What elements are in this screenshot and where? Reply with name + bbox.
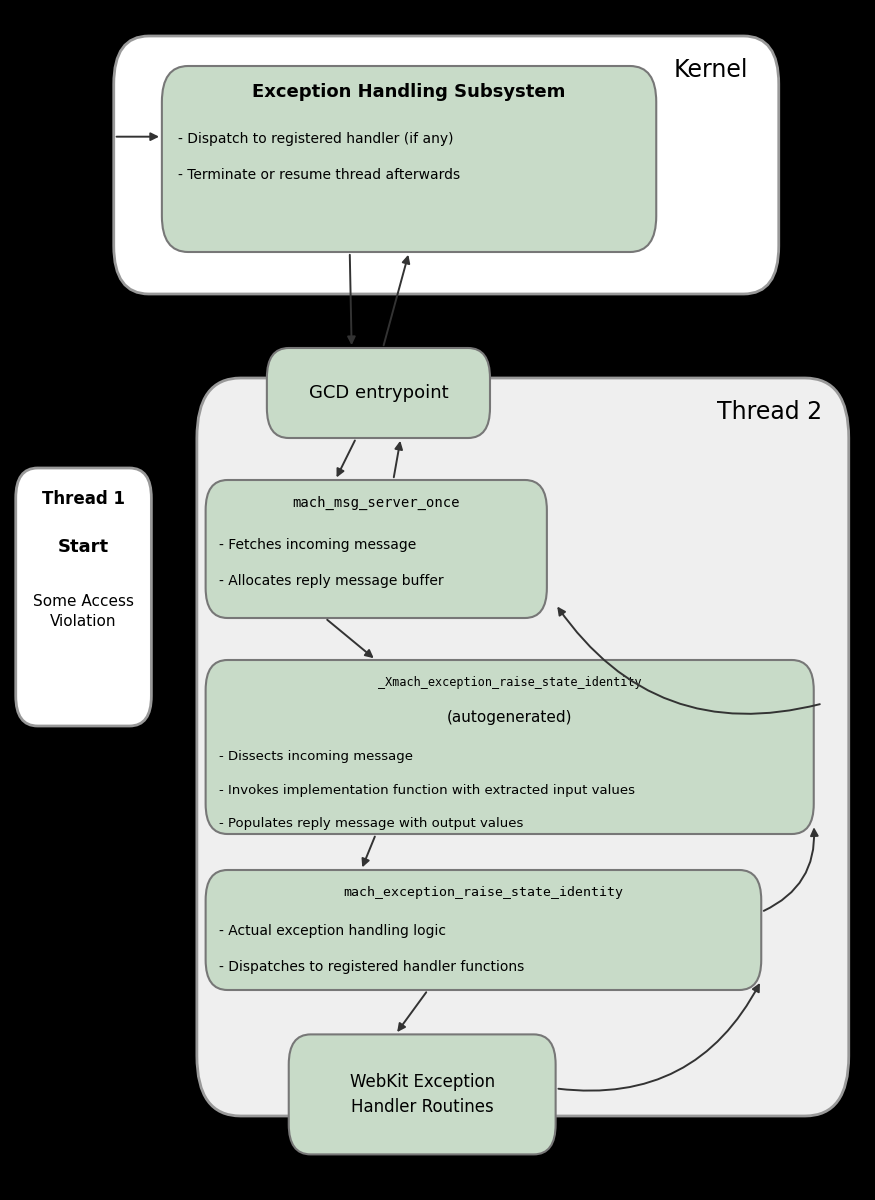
Text: Thread 1: Thread 1 bbox=[42, 490, 125, 508]
FancyBboxPatch shape bbox=[206, 480, 547, 618]
FancyBboxPatch shape bbox=[162, 66, 656, 252]
FancyBboxPatch shape bbox=[206, 870, 761, 990]
Text: - Dissects incoming message: - Dissects incoming message bbox=[219, 750, 413, 763]
Text: - Terminate or resume thread afterwards: - Terminate or resume thread afterwards bbox=[178, 168, 459, 182]
Text: - Invokes implementation function with extracted input values: - Invokes implementation function with e… bbox=[219, 784, 634, 797]
Text: Thread 2: Thread 2 bbox=[718, 400, 822, 424]
Text: GCD entrypoint: GCD entrypoint bbox=[309, 384, 448, 402]
Text: - Actual exception handling logic: - Actual exception handling logic bbox=[219, 924, 445, 938]
FancyBboxPatch shape bbox=[267, 348, 490, 438]
FancyBboxPatch shape bbox=[206, 660, 814, 834]
Text: mach_exception_raise_state_identity: mach_exception_raise_state_identity bbox=[343, 886, 623, 899]
Text: - Fetches incoming message: - Fetches incoming message bbox=[219, 538, 416, 552]
Text: Some Access
Violation: Some Access Violation bbox=[33, 594, 134, 629]
FancyBboxPatch shape bbox=[289, 1034, 556, 1154]
Text: - Dispatch to registered handler (if any): - Dispatch to registered handler (if any… bbox=[178, 132, 453, 146]
Text: _Xmach_exception_raise_state_identity: _Xmach_exception_raise_state_identity bbox=[378, 676, 641, 689]
FancyBboxPatch shape bbox=[114, 36, 779, 294]
Text: Kernel: Kernel bbox=[674, 58, 748, 82]
FancyBboxPatch shape bbox=[197, 378, 849, 1116]
Text: (autogenerated): (autogenerated) bbox=[447, 710, 572, 725]
Text: WebKit Exception
Handler Routines: WebKit Exception Handler Routines bbox=[350, 1073, 494, 1116]
Text: - Dispatches to registered handler functions: - Dispatches to registered handler funct… bbox=[219, 960, 524, 974]
Text: - Populates reply message with output values: - Populates reply message with output va… bbox=[219, 817, 523, 830]
Text: Exception Handling Subsystem: Exception Handling Subsystem bbox=[252, 83, 566, 101]
Text: - Allocates reply message buffer: - Allocates reply message buffer bbox=[219, 574, 444, 588]
FancyBboxPatch shape bbox=[16, 468, 151, 726]
Text: Start: Start bbox=[58, 538, 109, 556]
Text: mach_msg_server_once: mach_msg_server_once bbox=[292, 496, 460, 510]
